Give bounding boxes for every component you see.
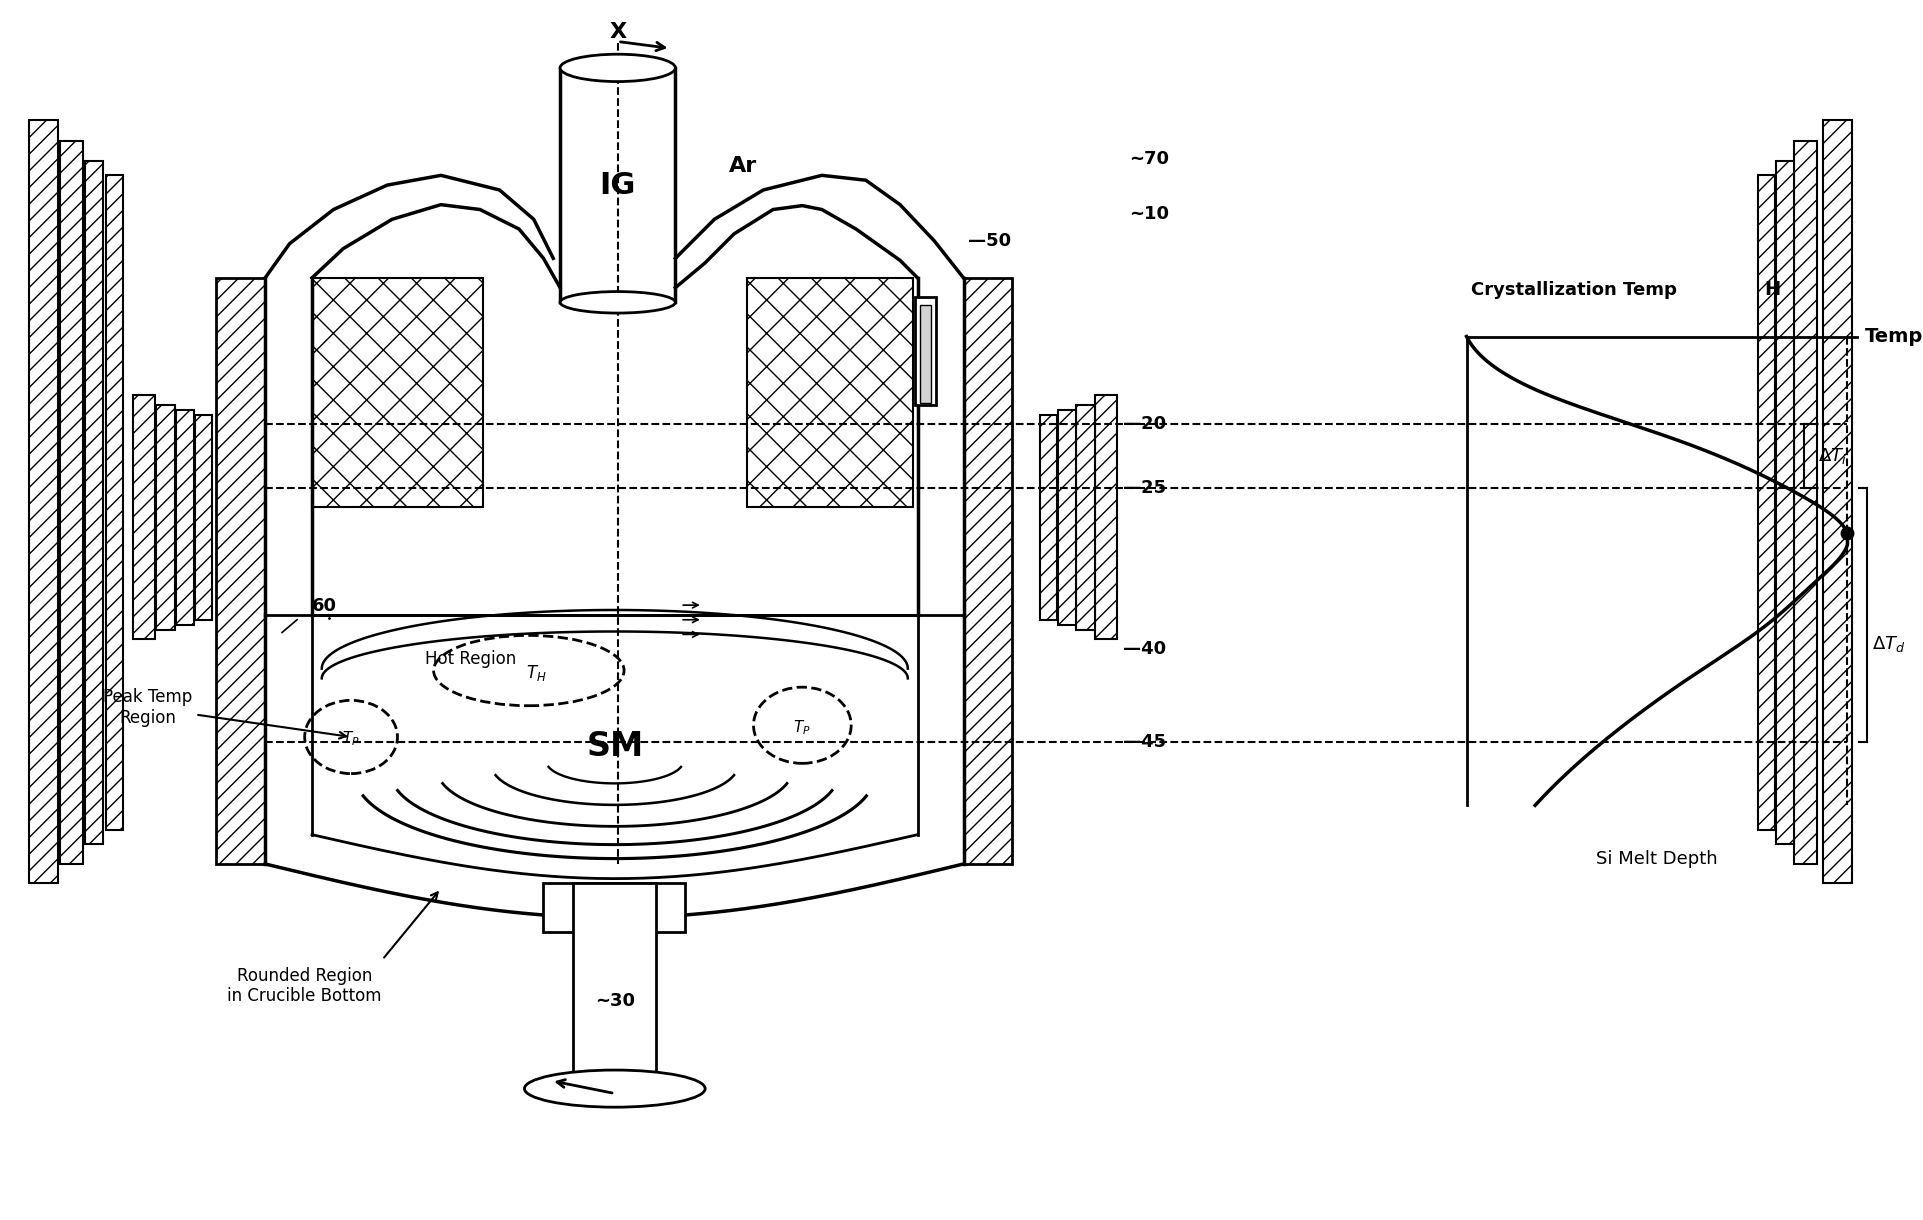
Bar xyxy=(573,883,656,1074)
Text: Rounded Region
in Crucible Bottom: Rounded Region in Crucible Bottom xyxy=(227,966,381,1005)
Bar xyxy=(915,298,937,405)
Ellipse shape xyxy=(560,54,675,82)
Text: $T_H$: $T_H$ xyxy=(527,664,546,683)
Text: $\Delta T_i$: $\Delta T_i$ xyxy=(1817,445,1846,466)
Text: X: X xyxy=(610,22,627,41)
Bar xyxy=(177,410,194,625)
Text: $T_P$: $T_P$ xyxy=(342,730,360,748)
Text: Si Melt Depth: Si Melt Depth xyxy=(1596,850,1717,869)
Bar xyxy=(1758,176,1775,830)
Text: ~70: ~70 xyxy=(1129,150,1169,167)
Bar xyxy=(1040,415,1058,620)
Bar xyxy=(106,176,123,830)
Bar xyxy=(963,278,1011,864)
Ellipse shape xyxy=(525,1070,706,1108)
Bar xyxy=(1794,142,1817,864)
Bar xyxy=(29,120,58,883)
Bar xyxy=(1075,405,1096,630)
Text: Hot Region: Hot Region xyxy=(425,650,515,667)
Bar xyxy=(1823,120,1852,883)
Bar xyxy=(919,305,931,403)
Text: Peak Temp
Region: Peak Temp Region xyxy=(104,688,346,738)
Text: —45: —45 xyxy=(1123,733,1165,750)
Text: —50: —50 xyxy=(969,232,1011,250)
Ellipse shape xyxy=(560,292,675,314)
Bar xyxy=(544,883,685,932)
Text: Ar: Ar xyxy=(729,156,758,176)
Bar xyxy=(312,278,483,508)
Bar xyxy=(60,142,83,864)
Text: $T_P$: $T_P$ xyxy=(794,717,812,737)
Text: SM: SM xyxy=(587,731,644,764)
Text: Temp: Temp xyxy=(1865,327,1923,346)
Text: IG: IG xyxy=(600,171,637,200)
Text: —40: —40 xyxy=(1123,640,1165,658)
Text: ~10: ~10 xyxy=(1129,205,1169,223)
Bar xyxy=(1096,395,1117,639)
Bar xyxy=(194,415,212,620)
Text: $\Delta T_d$: $\Delta T_d$ xyxy=(1871,634,1906,654)
Text: —25: —25 xyxy=(1123,479,1165,497)
Bar xyxy=(133,395,154,639)
Bar xyxy=(215,278,265,864)
Bar xyxy=(1777,161,1794,844)
Text: 60: 60 xyxy=(312,597,337,615)
Bar xyxy=(85,161,104,844)
Bar xyxy=(746,278,913,508)
Text: Crystallization Temp: Crystallization Temp xyxy=(1471,281,1677,299)
Bar xyxy=(156,405,175,630)
Bar xyxy=(1058,410,1075,625)
Text: ~30: ~30 xyxy=(594,992,635,1010)
Text: H: H xyxy=(1765,281,1781,299)
Text: —20: —20 xyxy=(1123,416,1165,433)
